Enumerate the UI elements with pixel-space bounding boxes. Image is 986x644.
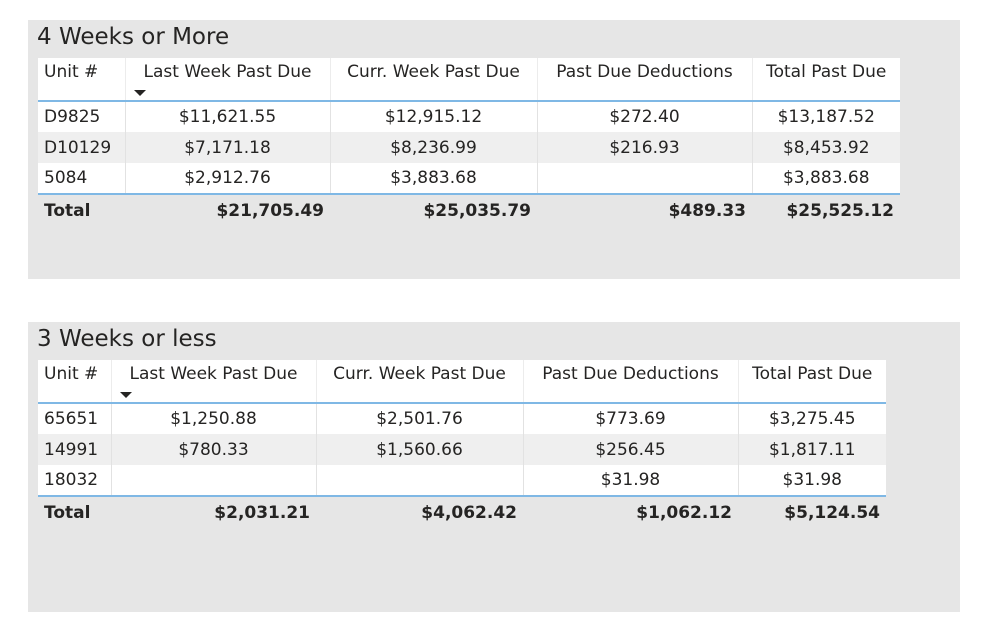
caret-down-icon [133, 90, 146, 96]
total-last-week: $2,031.21 [111, 495, 316, 528]
column-header-curr-week-past-due[interactable]: Curr. Week Past Due [315, 360, 523, 404]
cell-last-week: $1,250.88 [110, 403, 316, 434]
column-header-label: Last Week Past Due [129, 364, 298, 384]
visual-3-weeks-or-less[interactable]: 3 Weeks or less Unit # Last Week Past Du… [28, 322, 960, 612]
total-total-past-due: $25,525.12 [752, 193, 900, 226]
header-row: Unit # Last Week Past Due Curr. Week Pas… [38, 360, 886, 404]
cell-total-past-due: $13,187.52 [751, 101, 900, 132]
total-deductions: $1,062.12 [523, 495, 738, 528]
visual-title: 4 Weeks or More [37, 24, 230, 50]
total-total-past-due: $5,124.54 [738, 495, 886, 528]
cell-deductions: $272.40 [536, 101, 752, 132]
table-row[interactable]: D10129 $7,171.18 $8,236.99 $216.93 $8,45… [38, 132, 900, 163]
cell-total-past-due: $31.98 [737, 465, 886, 496]
total-curr-week: $25,035.79 [330, 193, 537, 226]
column-header-curr-week-past-due[interactable]: Curr. Week Past Due [329, 58, 537, 102]
caret-down-icon [119, 392, 132, 398]
cell-last-week: $7,171.18 [124, 132, 330, 163]
total-curr-week: $4,062.42 [316, 495, 523, 528]
cell-unit: 14991 [38, 434, 111, 465]
cell-total-past-due: $1,817.11 [737, 434, 886, 465]
cell-curr-week [315, 465, 523, 496]
past-due-table: Unit # Last Week Past Due Curr. Week Pas… [38, 360, 886, 528]
cell-curr-week: $3,883.68 [329, 163, 537, 194]
table-row[interactable]: 14991 $780.33 $1,560.66 $256.45 $1,817.1… [38, 434, 886, 465]
cell-total-past-due: $8,453.92 [751, 132, 900, 163]
cell-unit: D10129 [38, 132, 125, 163]
column-header-label: Last Week Past Due [143, 62, 312, 82]
cell-curr-week: $12,915.12 [329, 101, 537, 132]
cell-curr-week: $8,236.99 [329, 132, 537, 163]
cell-deductions: $256.45 [522, 434, 738, 465]
cell-unit: 18032 [38, 465, 111, 496]
column-header-total-past-due[interactable]: Total Past Due [751, 58, 900, 102]
cell-last-week: $11,621.55 [124, 101, 330, 132]
cell-curr-week: $2,501.76 [315, 403, 523, 434]
visual-title: 3 Weeks or less [37, 326, 217, 352]
visual-4-weeks-or-more[interactable]: 4 Weeks or More Unit # Last Week Past Du… [28, 20, 960, 279]
cell-deductions: $773.69 [522, 403, 738, 434]
total-row: Total $2,031.21 $4,062.42 $1,062.12 $5,1… [38, 495, 886, 528]
column-header-last-week-past-due[interactable]: Last Week Past Due [124, 58, 330, 102]
table-row[interactable]: 18032 $31.98 $31.98 [38, 465, 886, 496]
cell-unit: D9825 [38, 101, 125, 132]
cell-total-past-due: $3,883.68 [751, 163, 900, 194]
cell-last-week: $780.33 [110, 434, 316, 465]
table-row[interactable]: D9825 $11,621.55 $12,915.12 $272.40 $13,… [38, 101, 900, 132]
column-header-past-due-deductions[interactable]: Past Due Deductions [522, 360, 738, 404]
cell-last-week [110, 465, 316, 496]
column-header-unit[interactable]: Unit # [38, 58, 125, 102]
past-due-table: Unit # Last Week Past Due Curr. Week Pas… [38, 58, 900, 226]
cell-deductions [536, 163, 752, 194]
column-header-last-week-past-due[interactable]: Last Week Past Due [110, 360, 316, 404]
column-header-total-past-due[interactable]: Total Past Due [737, 360, 886, 404]
cell-total-past-due: $3,275.45 [737, 403, 886, 434]
column-header-past-due-deductions[interactable]: Past Due Deductions [536, 58, 752, 102]
total-row: Total $21,705.49 $25,035.79 $489.33 $25,… [38, 193, 900, 226]
cell-unit: 5084 [38, 163, 125, 194]
header-row: Unit # Last Week Past Due Curr. Week Pas… [38, 58, 900, 102]
table-row[interactable]: 65651 $1,250.88 $2,501.76 $773.69 $3,275… [38, 403, 886, 434]
total-label: Total [38, 495, 111, 528]
table-row[interactable]: 5084 $2,912.76 $3,883.68 $3,883.68 [38, 163, 900, 194]
total-deductions: $489.33 [537, 193, 752, 226]
cell-deductions: $31.98 [522, 465, 738, 496]
cell-unit: 65651 [38, 403, 111, 434]
cell-deductions: $216.93 [536, 132, 752, 163]
cell-last-week: $2,912.76 [124, 163, 330, 194]
total-last-week: $21,705.49 [125, 193, 330, 226]
column-header-unit[interactable]: Unit # [38, 360, 111, 404]
total-label: Total [38, 193, 125, 226]
cell-curr-week: $1,560.66 [315, 434, 523, 465]
